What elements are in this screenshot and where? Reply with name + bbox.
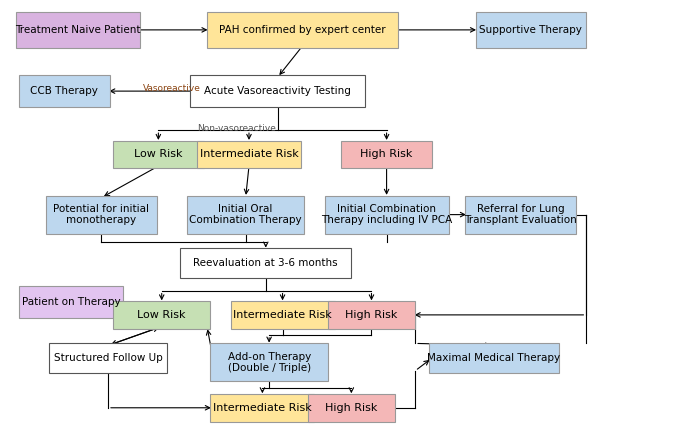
FancyBboxPatch shape (49, 343, 166, 373)
FancyBboxPatch shape (341, 141, 432, 168)
Text: Initial Oral
Combination Therapy: Initial Oral Combination Therapy (189, 204, 302, 225)
Text: Low Risk: Low Risk (138, 310, 186, 320)
Text: Intermediate Risk: Intermediate Risk (199, 150, 299, 159)
Text: High Risk: High Risk (360, 150, 413, 159)
FancyBboxPatch shape (19, 75, 110, 107)
FancyBboxPatch shape (187, 196, 304, 234)
FancyBboxPatch shape (46, 196, 157, 234)
FancyBboxPatch shape (466, 196, 576, 234)
Text: PAH confirmed by expert center: PAH confirmed by expert center (219, 25, 386, 35)
Text: Reevaluation at 3-6 months: Reevaluation at 3-6 months (193, 258, 338, 268)
Text: Vasoreactive: Vasoreactive (143, 84, 201, 94)
FancyBboxPatch shape (180, 248, 351, 278)
FancyBboxPatch shape (113, 141, 203, 168)
Text: Low Risk: Low Risk (134, 150, 183, 159)
Text: Acute Vasoreactivity Testing: Acute Vasoreactivity Testing (204, 86, 351, 96)
FancyBboxPatch shape (328, 301, 415, 329)
FancyBboxPatch shape (19, 286, 123, 318)
Text: High Risk: High Risk (325, 403, 377, 413)
FancyBboxPatch shape (190, 75, 365, 107)
FancyBboxPatch shape (308, 394, 395, 422)
Text: Referral for Lung
Transplant Evaluation: Referral for Lung Transplant Evaluation (464, 204, 577, 225)
FancyBboxPatch shape (113, 301, 210, 329)
Text: Intermediate Risk: Intermediate Risk (233, 310, 332, 320)
FancyBboxPatch shape (210, 343, 328, 381)
Text: Add-on Therapy
(Double / Triple): Add-on Therapy (Double / Triple) (227, 351, 311, 373)
Text: High Risk: High Risk (345, 310, 398, 320)
Text: Treatment Naive Patient: Treatment Naive Patient (15, 25, 140, 35)
Text: Intermediate Risk: Intermediate Risk (213, 403, 312, 413)
FancyBboxPatch shape (429, 343, 560, 373)
Text: Patient on Therapy: Patient on Therapy (22, 297, 121, 307)
Text: Initial Combination
Therapy including IV PCA: Initial Combination Therapy including IV… (321, 204, 452, 225)
FancyBboxPatch shape (231, 301, 334, 329)
Text: Structured Follow Up: Structured Follow Up (53, 353, 162, 363)
Text: CCB Therapy: CCB Therapy (30, 86, 99, 96)
Text: Potential for initial
monotherapy: Potential for initial monotherapy (53, 204, 149, 225)
Text: Non-vasoreactive: Non-vasoreactive (197, 124, 276, 133)
FancyBboxPatch shape (207, 12, 399, 48)
FancyBboxPatch shape (325, 196, 449, 234)
FancyBboxPatch shape (16, 12, 140, 48)
FancyBboxPatch shape (197, 141, 301, 168)
Text: Supportive Therapy: Supportive Therapy (479, 25, 582, 35)
FancyBboxPatch shape (210, 394, 314, 422)
Text: Maximal Medical Therapy: Maximal Medical Therapy (427, 353, 560, 363)
FancyBboxPatch shape (475, 12, 586, 48)
